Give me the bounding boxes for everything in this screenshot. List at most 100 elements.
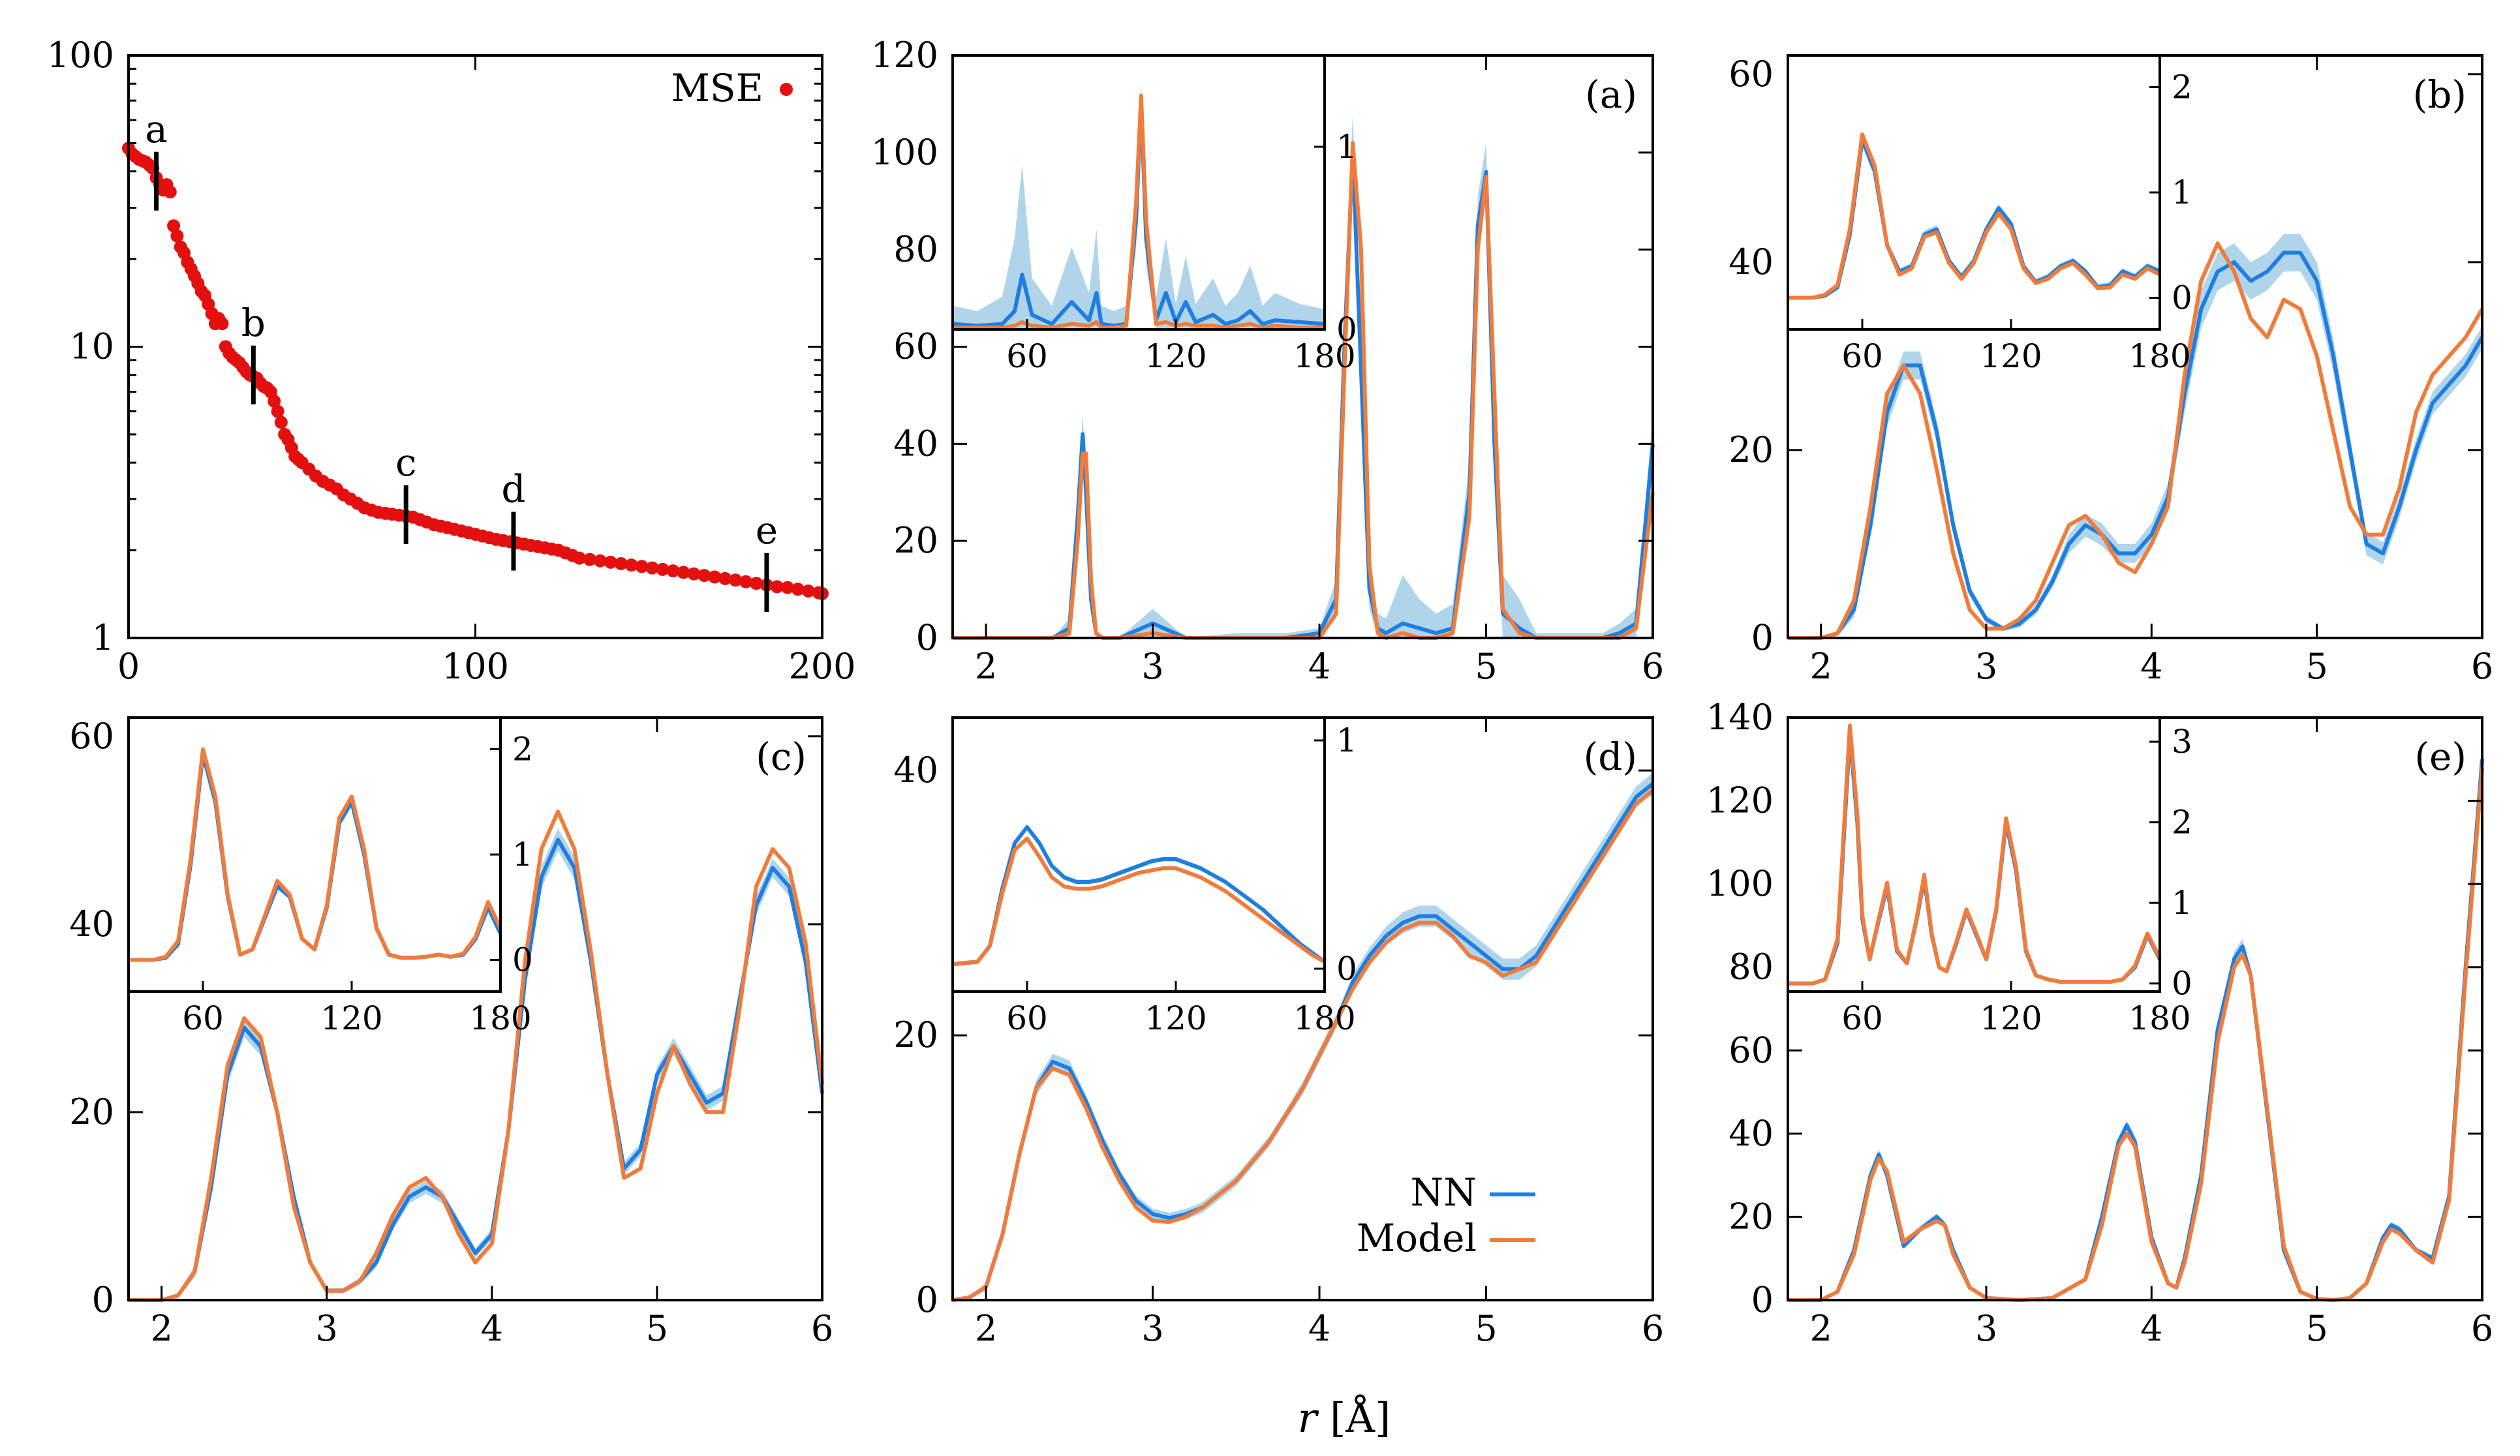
mse-point (167, 219, 181, 233)
inset-y-tick-label: 0 (1336, 950, 1357, 988)
x-tick-label: 6 (2471, 1308, 2493, 1349)
mse-point (614, 557, 628, 571)
x-tick-label: 2 (975, 646, 997, 687)
y-tick-label: 60 (893, 326, 938, 367)
nn-line (129, 838, 824, 1302)
inset-y-tick-label: 2 (2172, 68, 2192, 106)
inset-x-tick-label: 60 (182, 999, 224, 1037)
inset-model-line (1788, 132, 2161, 300)
inset-x-tick-label: 120 (1145, 337, 1206, 375)
inset-y-tick-label: 1 (2172, 884, 2192, 922)
mse-point (635, 560, 649, 573)
y-tick-label: 100 (1706, 863, 1774, 904)
inset-b: 60 120 180 0 1 2 (1787, 54, 2192, 375)
inset-y-tick-label: 3 (2172, 723, 2192, 761)
model-line (1788, 767, 2484, 1302)
inset-x-tick-label: 180 (2128, 337, 2190, 375)
inset-y-tick-label: 1 (1336, 721, 1357, 759)
inset-y-tick-label: 1 (2172, 174, 2192, 211)
x-tick-label: 4 (2140, 1308, 2162, 1349)
x-tick-label: 2 (975, 1308, 997, 1349)
mse-point (791, 583, 805, 596)
y-tick-label: 0 (92, 1279, 114, 1320)
inset-frame (951, 54, 1326, 331)
inset-y-tick-label: 2 (512, 730, 533, 768)
legend-marker (780, 83, 793, 96)
mse-point (687, 567, 701, 581)
mse-point (677, 566, 690, 579)
mse-point (739, 575, 753, 588)
inset-y-tick-label: 1 (1336, 128, 1357, 166)
mse-point (780, 581, 794, 594)
inset-x-tick-label: 60 (1841, 999, 1883, 1037)
mse-point (572, 551, 586, 565)
y-tick-label: 0 (916, 1279, 938, 1320)
inset-nn-line (952, 825, 1326, 966)
y-tick-label: 20 (1729, 429, 1774, 470)
mse-point (801, 584, 815, 598)
inset-model-line (1788, 723, 2162, 986)
x-tick-label: 2 (150, 1308, 172, 1349)
inset-nn-band (953, 83, 1325, 329)
panel-mse: a b c d e 0 100 200 1 10 100 MSE (47, 35, 856, 687)
mse-point (770, 580, 784, 594)
inset-x-tick-label: 180 (1293, 999, 1355, 1037)
y-tick-label: 80 (893, 229, 938, 270)
mse-point (718, 571, 732, 585)
inset-x-tick-label: 60 (1006, 999, 1048, 1037)
marker-label: b (241, 301, 266, 345)
x-tick-label: 4 (481, 1308, 503, 1349)
inset-x-tick-label: 120 (1980, 337, 2042, 375)
inset-background (953, 718, 1325, 992)
y-tick-label: 140 (1706, 697, 1774, 738)
legend-nn-label: NN (1411, 1170, 1477, 1215)
inset-frame (127, 716, 502, 993)
mse-point (274, 416, 288, 429)
y-tick-label: 40 (1729, 1113, 1774, 1154)
inset-y-tick-label: 2 (2172, 804, 2192, 842)
inset-x-tick-label: 120 (1980, 999, 2042, 1037)
inset-y-tick-label: 0 (2172, 965, 2192, 1003)
marker-label: c (395, 440, 416, 485)
inset-d: 60 120 180 0 1 (951, 716, 1357, 1037)
x-tick-label: 4 (1308, 646, 1330, 687)
mse-point (729, 573, 743, 587)
x-axis-label: r [Å] (1298, 1394, 1391, 1442)
inset-x-tick-label: 180 (2128, 999, 2190, 1037)
inset-model-line (129, 747, 502, 962)
x-tick-label: 5 (1475, 1308, 1497, 1349)
x-tick-label: 3 (1975, 646, 1997, 687)
x-tick-label: 6 (1642, 646, 1664, 687)
y-tick-label: 20 (1729, 1196, 1774, 1237)
inset-frame (951, 716, 1326, 993)
panel-label: (e) (2414, 735, 2466, 779)
panel-label: (d) (1584, 735, 1637, 779)
x-tick-label: 2 (1809, 1308, 1832, 1349)
x-tick-label: 6 (811, 1308, 833, 1349)
x-tick-label: 5 (646, 1308, 668, 1349)
panel-label: (a) (1585, 72, 1637, 117)
mse-point (750, 577, 763, 590)
inset-x-tick-label: 180 (1293, 337, 1355, 375)
y-tick-label: 0 (1751, 617, 1774, 658)
x-tick-label: 4 (2140, 646, 2162, 687)
y-tick-label: 20 (893, 1014, 938, 1055)
mse-point (698, 569, 711, 583)
inset-model-line (953, 93, 1325, 330)
marker-label: a (145, 107, 168, 151)
y-tick-label: 20 (69, 1091, 114, 1132)
inset-y-tick-label: 0 (2172, 279, 2192, 317)
panel-label: (b) (2413, 72, 2466, 117)
y-tick-label: 100 (47, 35, 114, 76)
mse-point (163, 185, 177, 199)
y-tick-label: 40 (893, 750, 938, 791)
y-tick-label: 1 (92, 617, 114, 658)
inset-x-tick-label: 120 (320, 999, 382, 1037)
y-tick-label: 40 (893, 423, 938, 464)
